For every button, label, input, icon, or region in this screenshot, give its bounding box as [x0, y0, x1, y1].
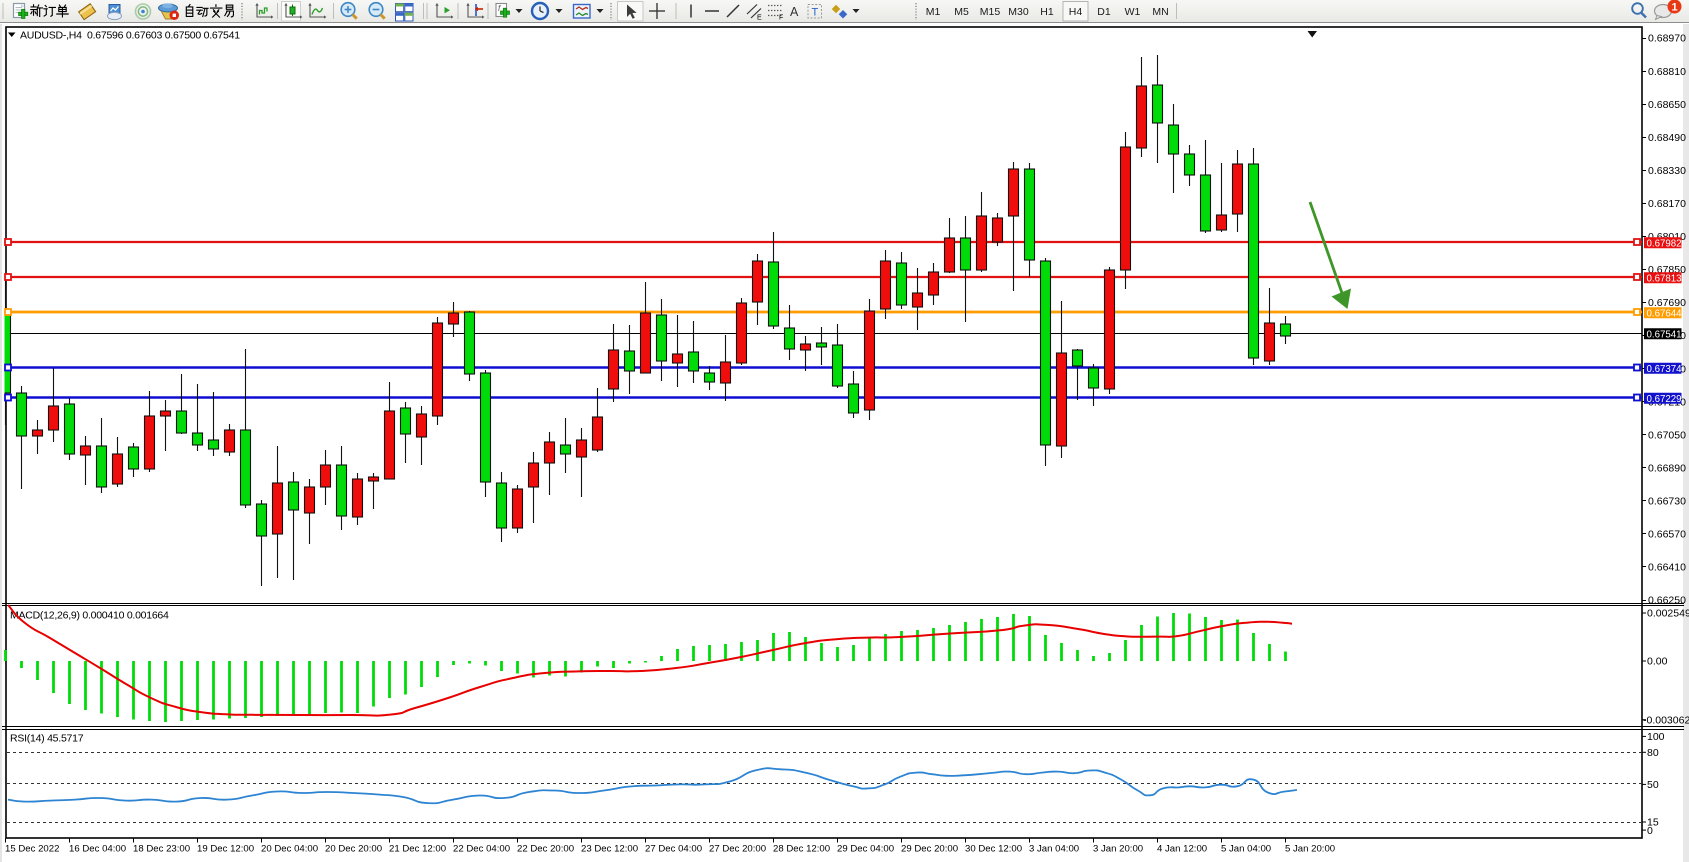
- svg-text:100: 100: [1647, 731, 1665, 743]
- svg-text:0.67541: 0.67541: [1647, 329, 1682, 340]
- svg-text:0.68810: 0.68810: [1648, 66, 1686, 78]
- svg-text:T: T: [812, 7, 819, 19]
- svg-text:29 Dec 20:00: 29 Dec 20:00: [901, 844, 958, 855]
- svg-text:20 Dec 20:00: 20 Dec 20:00: [325, 844, 382, 855]
- svg-text:M15: M15: [980, 6, 1001, 18]
- svg-text:RSI(14) 45.5717: RSI(14) 45.5717: [10, 733, 84, 745]
- svg-text:27 Dec 04:00: 27 Dec 04:00: [645, 844, 702, 855]
- svg-text:16 Dec 04:00: 16 Dec 04:00: [69, 844, 126, 855]
- svg-text:50: 50: [1647, 779, 1659, 791]
- svg-text:0.66890: 0.66890: [1648, 463, 1686, 475]
- svg-text:MN: MN: [1152, 6, 1168, 18]
- svg-text:15: 15: [1647, 817, 1659, 829]
- svg-text:0.66410: 0.66410: [1648, 562, 1686, 574]
- svg-text:3 Jan 04:00: 3 Jan 04:00: [1029, 844, 1079, 855]
- svg-text:f: f: [498, 4, 501, 13]
- svg-text:22 Dec 20:00: 22 Dec 20:00: [517, 844, 574, 855]
- svg-text:0.66730: 0.66730: [1648, 496, 1686, 508]
- svg-text:80: 80: [1647, 747, 1659, 759]
- svg-text:1: 1: [1671, 2, 1677, 14]
- svg-text:0.67690: 0.67690: [1648, 297, 1686, 309]
- svg-text:5 Jan 04:00: 5 Jan 04:00: [1221, 844, 1271, 855]
- svg-text:0: 0: [1647, 825, 1653, 837]
- svg-text:28 Dec 12:00: 28 Dec 12:00: [773, 844, 830, 855]
- svg-text:22 Dec 04:00: 22 Dec 04:00: [453, 844, 510, 855]
- svg-text:0.68330: 0.68330: [1648, 165, 1686, 177]
- svg-text:4 Jan 12:00: 4 Jan 12:00: [1157, 844, 1207, 855]
- svg-text:21 Dec 12:00: 21 Dec 12:00: [389, 844, 446, 855]
- svg-text:0.66570: 0.66570: [1648, 529, 1686, 541]
- svg-text:M1: M1: [926, 6, 941, 18]
- svg-text:27 Dec 20:00: 27 Dec 20:00: [709, 844, 766, 855]
- svg-text:AUDUSD-,H4 0.67596 0.67603 0.: AUDUSD-,H4 0.67596 0.67603 0.67500 0.675…: [20, 30, 240, 42]
- svg-text:F: F: [779, 15, 783, 22]
- svg-text:3 Jan 20:00: 3 Jan 20:00: [1093, 844, 1143, 855]
- svg-text:30 Dec 12:00: 30 Dec 12:00: [965, 844, 1022, 855]
- svg-text:5 Jan 20:00: 5 Jan 20:00: [1285, 844, 1335, 855]
- svg-text:0.67982: 0.67982: [1647, 238, 1682, 249]
- svg-text:0.66250: 0.66250: [1648, 595, 1686, 607]
- svg-text:18 Dec 23:00: 18 Dec 23:00: [133, 844, 190, 855]
- svg-text:0.002549: 0.002549: [1647, 608, 1689, 620]
- svg-text:20 Dec 04:00: 20 Dec 04:00: [261, 844, 318, 855]
- svg-text:0.68170: 0.68170: [1648, 198, 1686, 210]
- svg-text:M5: M5: [954, 6, 969, 18]
- svg-text:D1: D1: [1097, 6, 1111, 18]
- svg-text:W1: W1: [1125, 6, 1141, 18]
- svg-text:A: A: [790, 5, 799, 19]
- svg-text:0.68490: 0.68490: [1648, 132, 1686, 144]
- svg-text:19 Dec 12:00: 19 Dec 12:00: [197, 844, 254, 855]
- svg-text:H1: H1: [1040, 6, 1054, 18]
- svg-text:29 Dec 04:00: 29 Dec 04:00: [837, 844, 894, 855]
- svg-text:0.68650: 0.68650: [1648, 99, 1686, 111]
- svg-text:0.67813: 0.67813: [1647, 273, 1682, 284]
- svg-text:0.67374: 0.67374: [1647, 364, 1683, 375]
- svg-text:-0.003062: -0.003062: [1643, 714, 1689, 726]
- svg-text:15 Dec 2022: 15 Dec 2022: [5, 844, 59, 855]
- svg-text:0.67050: 0.67050: [1648, 429, 1686, 441]
- svg-text:E: E: [757, 15, 762, 22]
- svg-text:MACD(12,26,9) 0.000410 0.00166: MACD(12,26,9) 0.000410 0.001664: [10, 610, 169, 622]
- svg-text:H4: H4: [1069, 6, 1083, 18]
- svg-text:0.00: 0.00: [1647, 656, 1668, 668]
- svg-text:M30: M30: [1008, 6, 1029, 18]
- svg-text:0.67229: 0.67229: [1647, 394, 1682, 405]
- svg-text:0.68970: 0.68970: [1648, 33, 1686, 45]
- svg-text:0.67644: 0.67644: [1647, 308, 1683, 319]
- svg-text:23 Dec 12:00: 23 Dec 12:00: [581, 844, 638, 855]
